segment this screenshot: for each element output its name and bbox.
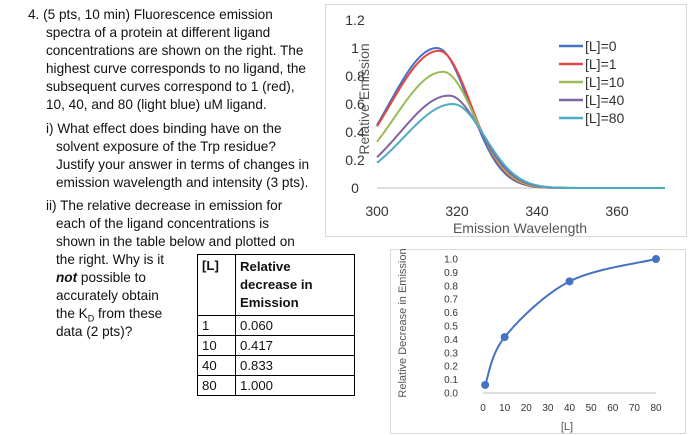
chart-frame (325, 4, 687, 237)
x-tick-label: 320 (445, 203, 469, 219)
part-i-line: solvent exposure of the Trp residue? (56, 139, 276, 154)
x-tick-label: 340 (525, 203, 549, 219)
tail-text: the K (56, 306, 88, 321)
intro-line: 10, 40, and 80 (light blue) uM ligand. (46, 97, 267, 112)
y-tick-label: 0.7 (444, 295, 458, 306)
relative-decrease-chart: 0.0 0.1 0.2 0.3 0.4 0.5 0.6 0.7 0.8 0.9 1.0 0 10 20 3… (390, 249, 686, 434)
table-header-relative-decrease: Relative decrease in Emission (235, 254, 355, 316)
x-axis-label: Emission Wavelength (453, 220, 587, 236)
y-tick-label: 0.2 (345, 152, 365, 168)
x-tick-label: 10 (499, 403, 511, 414)
y-tick-label: 1 (351, 40, 359, 56)
legend-label: [L]=0 (585, 38, 617, 54)
table-header-l: [L] (197, 254, 236, 316)
kd-subscript: D (87, 313, 95, 324)
x-axis-label: [L] (561, 421, 573, 433)
y-tick-label: 0.3 (444, 348, 458, 359)
table-cell: 1.000 (235, 375, 355, 396)
y-tick-label: 1.2 (345, 12, 365, 28)
intro-line: concentrations are shown on the right. T… (46, 43, 304, 58)
part-ii-tail-line: not possible to (56, 269, 146, 287)
y-tick-label: 0.4 (444, 335, 458, 346)
y-tick-label: 0.8 (444, 281, 458, 292)
table-cell: 10 (197, 335, 236, 356)
table-cell: 0.833 (235, 355, 355, 376)
legend-label: [L]=1 (585, 56, 617, 72)
x-tick-label: 0 (480, 403, 486, 414)
x-tick-label: 40 (564, 403, 576, 414)
y-tick-label: 0.1 (444, 375, 458, 386)
y-tick-label: 0.6 (444, 308, 458, 319)
intro-line: spectra of a protein at different ligand (46, 25, 271, 40)
part-ii-tail-line: the right. Why is it (56, 252, 165, 267)
chart-frame (390, 249, 686, 434)
data-point (652, 255, 660, 263)
table-cell: 80 (197, 375, 236, 396)
tail-text: possible to (77, 270, 146, 285)
legend-label: [L]=40 (585, 92, 625, 108)
part-i-line: i) What effect does binding have on the (46, 121, 282, 136)
part-i-line: emission wavelength and intensity (3 pts… (56, 175, 309, 190)
data-table: [L] Relative decrease in Emission 1 0.060… (197, 254, 355, 396)
y-tick-label: 0.6 (345, 96, 365, 112)
x-tick-label: 360 (605, 203, 629, 219)
x-tick-label: 60 (607, 403, 619, 414)
part-ii-tail-line: data (2 pts)? (56, 324, 133, 339)
data-point (565, 277, 574, 286)
emission-spectra-chart: 0 0.2 0.4 0.6 0.8 1 1.2 300 320 340 360 [L]=0 [L]=… (325, 4, 687, 237)
part-ii-tail-line: accurately obtain (56, 288, 159, 303)
intro-line: subsequent curves correspond to 1 (red), (46, 79, 295, 94)
table-cell: 40 (197, 355, 236, 376)
y-tick-label: 0.5 (444, 322, 458, 333)
legend-label: [L]=10 (585, 74, 625, 90)
y-axis-label: Relative Emission (356, 43, 372, 154)
table-row: 10 0.417 (197, 335, 355, 356)
not-emphasis: not (56, 270, 78, 285)
table-row: 1 0.060 (197, 315, 355, 336)
part-ii-line: shown in the table below and plotted on (56, 234, 295, 249)
y-axis-label: Relative Decrease in Emission (397, 249, 409, 398)
x-tick-label: 30 (542, 403, 554, 414)
part-i-line: Justify your answer in terms of changes … (56, 157, 310, 172)
table-cell: 0.417 (235, 335, 355, 356)
y-tick-label: 0.0 (444, 389, 458, 400)
table-cell: 1 (197, 315, 236, 336)
part-ii-line: ii) The relative decrease in emission fo… (46, 198, 283, 213)
table-cell: 0.060 (235, 315, 355, 336)
x-tick-label: 50 (586, 403, 598, 414)
series-line (376, 102, 665, 189)
part-ii-line: each of the ligand concentrations is (56, 216, 270, 231)
data-point (481, 380, 490, 389)
y-tick-label: 0 (351, 180, 359, 196)
y-tick-label: 0.9 (444, 268, 458, 279)
table-row: 40 0.833 (197, 355, 355, 376)
y-tick-label: 0.2 (444, 362, 458, 373)
x-tick-label: 70 (629, 403, 641, 414)
data-point (500, 333, 509, 342)
table-row: 80 1.000 (197, 375, 355, 396)
intro-line: highest curve corresponds to no ligand, … (46, 61, 306, 76)
x-tick-label: 300 (365, 203, 389, 219)
fit-curve (484, 258, 657, 386)
y-tick-label: 1.0 (444, 255, 458, 266)
tail-text: from these (94, 306, 163, 321)
part-ii-tail-line: the KD from these (56, 305, 162, 328)
question-header: 4. (5 pts, 10 min) Fluorescence emission (28, 7, 273, 22)
legend-label: [L]=80 (585, 110, 625, 126)
y-tick-label: 0.8 (345, 68, 365, 84)
x-tick-label: 20 (521, 403, 533, 414)
y-tick-label: 0.4 (345, 124, 365, 140)
x-tick-label: 80 (650, 403, 662, 414)
